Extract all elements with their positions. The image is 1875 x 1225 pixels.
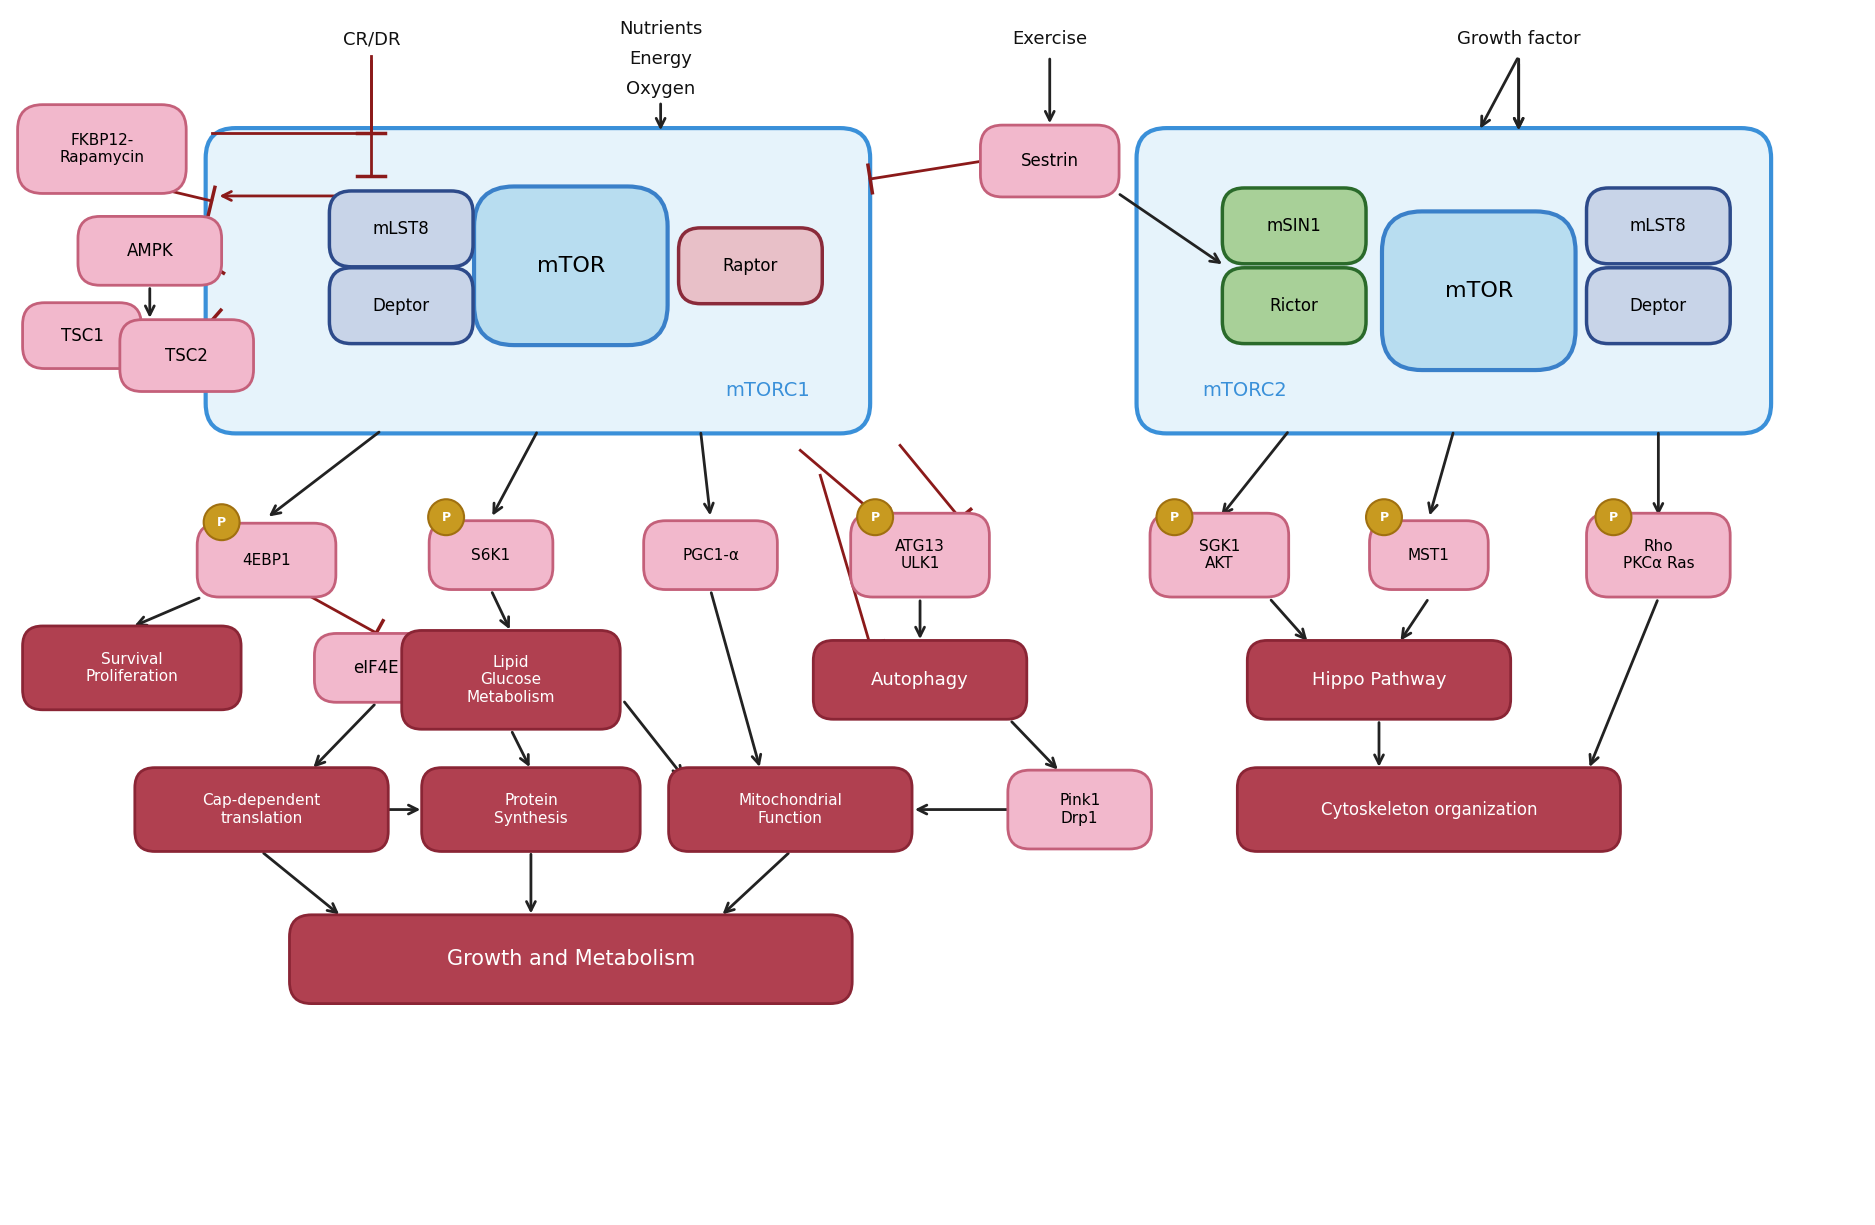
- Text: FKBP12-
Rapamycin: FKBP12- Rapamycin: [60, 132, 144, 165]
- Circle shape: [1367, 500, 1402, 535]
- FancyBboxPatch shape: [669, 768, 911, 851]
- Text: SGK1
AKT: SGK1 AKT: [1198, 539, 1239, 571]
- FancyBboxPatch shape: [17, 104, 186, 194]
- FancyBboxPatch shape: [197, 523, 336, 597]
- FancyBboxPatch shape: [1382, 212, 1575, 370]
- FancyBboxPatch shape: [22, 303, 141, 369]
- Text: mSIN1: mSIN1: [1268, 217, 1322, 235]
- FancyBboxPatch shape: [1222, 268, 1367, 343]
- Text: TSC2: TSC2: [165, 347, 208, 365]
- Text: P: P: [1170, 511, 1179, 524]
- Circle shape: [204, 505, 240, 540]
- Text: P: P: [441, 511, 450, 524]
- Text: P: P: [870, 511, 879, 524]
- Text: Deptor: Deptor: [373, 296, 429, 315]
- Text: mLST8: mLST8: [373, 219, 429, 238]
- Text: P: P: [1380, 511, 1389, 524]
- FancyBboxPatch shape: [79, 217, 221, 285]
- Text: ATG13
ULK1: ATG13 ULK1: [894, 539, 945, 571]
- Text: P: P: [1609, 511, 1618, 524]
- Text: Rho
PKCα Ras: Rho PKCα Ras: [1622, 539, 1695, 571]
- FancyBboxPatch shape: [315, 633, 439, 702]
- Text: Rictor: Rictor: [1269, 296, 1318, 315]
- Text: Exercise: Exercise: [1013, 31, 1088, 48]
- FancyBboxPatch shape: [814, 641, 1028, 719]
- Text: Growth factor: Growth factor: [1457, 31, 1581, 48]
- Text: Deptor: Deptor: [1629, 296, 1688, 315]
- Text: P: P: [218, 516, 227, 529]
- FancyBboxPatch shape: [120, 320, 253, 392]
- FancyBboxPatch shape: [289, 915, 853, 1003]
- FancyBboxPatch shape: [330, 268, 472, 343]
- FancyBboxPatch shape: [474, 186, 668, 345]
- FancyBboxPatch shape: [429, 521, 553, 589]
- Text: S6K1: S6K1: [471, 548, 510, 562]
- Text: Raptor: Raptor: [722, 257, 778, 274]
- Text: MST1: MST1: [1408, 548, 1449, 562]
- FancyBboxPatch shape: [1238, 768, 1620, 851]
- Circle shape: [1157, 500, 1192, 535]
- Text: eIF4E: eIF4E: [354, 659, 399, 677]
- FancyBboxPatch shape: [1369, 521, 1489, 589]
- FancyBboxPatch shape: [22, 626, 242, 709]
- FancyBboxPatch shape: [206, 129, 870, 434]
- FancyBboxPatch shape: [135, 768, 388, 851]
- FancyBboxPatch shape: [1586, 513, 1731, 597]
- FancyBboxPatch shape: [422, 768, 639, 851]
- Text: mTOR: mTOR: [536, 256, 606, 276]
- Text: mLST8: mLST8: [1629, 217, 1688, 235]
- Text: AMPK: AMPK: [126, 241, 172, 260]
- Text: Autophagy: Autophagy: [872, 671, 969, 688]
- FancyBboxPatch shape: [1149, 513, 1288, 597]
- Text: Lipid
Glucose
Metabolism: Lipid Glucose Metabolism: [467, 655, 555, 704]
- FancyBboxPatch shape: [330, 191, 472, 267]
- FancyBboxPatch shape: [401, 631, 621, 729]
- FancyBboxPatch shape: [643, 521, 778, 589]
- Text: mTORC2: mTORC2: [1202, 381, 1286, 401]
- Text: Cap-dependent
translation: Cap-dependent translation: [202, 794, 321, 826]
- FancyBboxPatch shape: [1136, 129, 1772, 434]
- Text: Protein
Synthesis: Protein Synthesis: [493, 794, 568, 826]
- Text: Oxygen: Oxygen: [626, 80, 696, 98]
- FancyBboxPatch shape: [1247, 641, 1511, 719]
- Text: Energy: Energy: [630, 50, 692, 69]
- Text: 4EBP1: 4EBP1: [242, 552, 291, 567]
- FancyBboxPatch shape: [1009, 771, 1151, 849]
- Text: Nutrients: Nutrients: [619, 21, 703, 38]
- Circle shape: [1596, 500, 1631, 535]
- Text: mTORC1: mTORC1: [726, 381, 810, 401]
- Text: PGC1-α: PGC1-α: [682, 548, 739, 562]
- Text: Mitochondrial
Function: Mitochondrial Function: [739, 794, 842, 826]
- FancyBboxPatch shape: [679, 228, 823, 304]
- Text: Cytoskeleton organization: Cytoskeleton organization: [1320, 801, 1538, 818]
- Text: CR/DR: CR/DR: [343, 31, 399, 48]
- Circle shape: [428, 500, 465, 535]
- Text: Sestrin: Sestrin: [1020, 152, 1078, 170]
- FancyBboxPatch shape: [981, 125, 1119, 197]
- FancyBboxPatch shape: [1222, 187, 1367, 263]
- Text: Pink1
Drp1: Pink1 Drp1: [1059, 794, 1101, 826]
- FancyBboxPatch shape: [1586, 187, 1731, 263]
- Text: TSC1: TSC1: [60, 327, 103, 344]
- Circle shape: [857, 500, 892, 535]
- Text: Growth and Metabolism: Growth and Metabolism: [446, 949, 696, 969]
- Text: Survival
Proliferation: Survival Proliferation: [86, 652, 178, 684]
- Text: mTOR: mTOR: [1444, 281, 1513, 300]
- Text: Hippo Pathway: Hippo Pathway: [1312, 671, 1446, 688]
- FancyBboxPatch shape: [851, 513, 990, 597]
- FancyBboxPatch shape: [1586, 268, 1731, 343]
